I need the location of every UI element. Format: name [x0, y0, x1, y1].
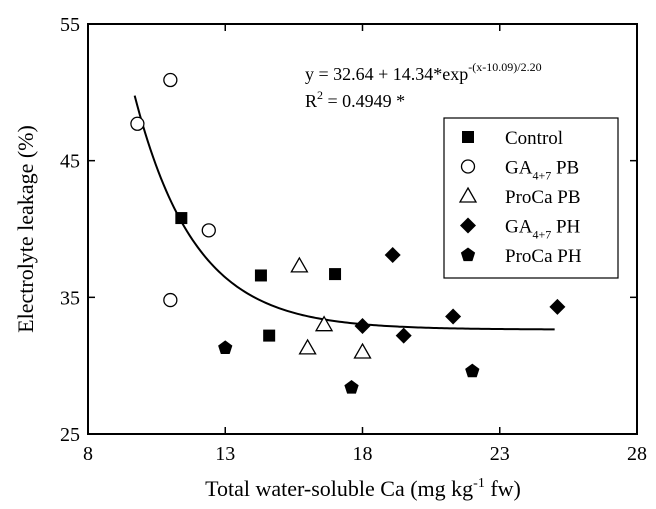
data-point [130, 116, 145, 131]
x-axis-label: Total water-soluble Ca (mg kg-1 fw) [205, 476, 521, 501]
legend-label: GA4+7 PB [505, 158, 579, 183]
data-point [445, 308, 462, 325]
data-point [201, 223, 216, 238]
data-point [254, 269, 267, 282]
legend-label: GA4+7 PH [505, 217, 581, 242]
legend-marker [458, 186, 478, 203]
legend-marker [460, 217, 476, 234]
data-point [354, 318, 371, 335]
fit-equation-exponent: -(x-10.09)/2.20 [468, 60, 541, 74]
axis-ticks: 8 13 18 23 28 25 35 45 55 [60, 14, 647, 465]
legend-label: ProCa PH [505, 246, 582, 267]
x-tick-label: 18 [353, 443, 373, 465]
y-tick-label: 55 [60, 14, 80, 36]
x-tick-label: 23 [490, 443, 510, 465]
legend-label: Control [505, 128, 563, 149]
legend-label: ProCa PB [505, 187, 581, 208]
data-points [130, 72, 566, 394]
data-point [218, 340, 233, 354]
data-point [353, 342, 372, 359]
r-squared-value: = 0.4949 * [323, 91, 405, 111]
data-point [290, 256, 309, 273]
data-point [163, 72, 178, 88]
x-tick-label: 28 [627, 443, 647, 465]
data-point [263, 329, 276, 342]
y-tick-label: 35 [60, 287, 80, 309]
r-squared-exponent: 2 [317, 88, 323, 102]
data-point [175, 212, 188, 225]
fit-curve [133, 95, 555, 331]
legend: Control GA4+7 PB ProCa PB GA4+7 PH ProCa PH [443, 117, 619, 279]
fit-curve-layer [133, 95, 555, 331]
data-point [344, 380, 359, 394]
x-tick-label: 8 [83, 443, 93, 465]
data-point [549, 298, 566, 315]
r-squared-symbol: R [305, 91, 317, 111]
data-point [163, 292, 178, 308]
y-tick-label: 45 [60, 151, 80, 173]
data-point [314, 315, 334, 332]
data-point [384, 246, 401, 263]
y-axis-label: Electrolyte leakage (%) [13, 125, 38, 333]
x-tick-label: 13 [215, 443, 235, 465]
data-point [465, 363, 480, 378]
y-tick-label: 25 [60, 424, 80, 446]
data-point [395, 327, 412, 344]
data-point [298, 338, 317, 355]
legend-marker [460, 247, 476, 262]
fit-equation: y = 32.64 + 14.34*exp-(x-10.09)/2.20 [305, 60, 542, 84]
legend-marker [462, 131, 474, 143]
legend-marker [460, 159, 476, 174]
data-point [329, 268, 342, 281]
fit-r-squared: R2 = 0.4949 * [305, 88, 405, 111]
fit-equation-main: y = 32.64 + 14.34*exp [305, 64, 468, 84]
